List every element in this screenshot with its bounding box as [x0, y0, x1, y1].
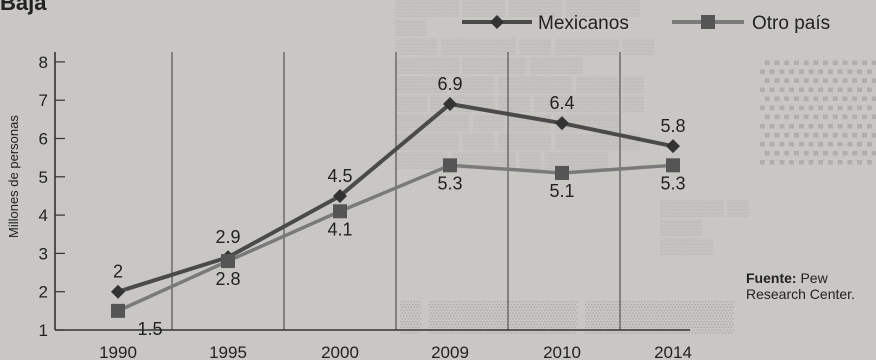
y-axis-label-wrap: Millones de personas: [6, 115, 26, 238]
background-newsprint-right: ▒▒▒▒▒▒ ▒▒ ▒▒▒▒ ▒▒▒▒▒: [660, 201, 749, 255]
data-label: 2.8: [215, 269, 240, 289]
y-tick-label: 2: [39, 283, 48, 302]
data-label: 2.9: [215, 227, 240, 247]
series-line-otro-pais: [117, 163, 674, 313]
data-point-otro-pais: [221, 254, 235, 269]
y-tick-label: 8: [39, 53, 48, 72]
source-text: Pew Research Center.: [746, 270, 855, 302]
background-newsprint-left: ▒▒▒▒▒▒ ▒▒▒▒ ▒▒▒▒▒ ▒▒▒▒▒▒▒ ▒▒▒ ▒▒▒▒ ▒▒▒▒▒▒…: [395, 1, 655, 169]
data-point-mexicanos: [555, 116, 569, 131]
x-tick-label: 2014: [654, 343, 692, 360]
data-point-mexicanos: [333, 188, 347, 203]
data-label: 6.4: [549, 93, 574, 113]
data-label: 5.3: [660, 173, 685, 193]
data-point-mexicanos: [111, 284, 125, 299]
y-tick-label: 1: [39, 321, 48, 340]
source-note: Fuente: Pew Research Center.: [746, 270, 866, 302]
x-tick-label: 1990: [99, 343, 137, 360]
legend-label-otro-pais: Otro país: [752, 13, 830, 34]
data-point-mexicanos: [443, 97, 457, 112]
data-label: 5.8: [660, 116, 685, 136]
data-label: 4.5: [327, 166, 352, 186]
x-tick-label: 2000: [321, 343, 359, 360]
data-point-otro-pais: [555, 165, 569, 180]
x-tick-label: 1995: [209, 343, 247, 360]
data-label: 2: [113, 262, 123, 282]
x-tick-label: 2009: [431, 343, 469, 360]
y-tick-label: 3: [39, 244, 48, 263]
series-line-mexicanos: [117, 102, 674, 294]
data-label: 5.3: [437, 173, 462, 193]
data-label: 4.1: [327, 219, 352, 239]
legend-label-mexicanos: Mexicanos: [538, 13, 629, 34]
legend-marker-otro-pais: [701, 15, 715, 29]
source-label: Fuente:: [746, 270, 797, 286]
background-headline-shape: ▒▒: [760, 54, 876, 161]
y-tick-label: 6: [39, 130, 48, 149]
data-label: 1.5: [137, 319, 162, 339]
y-tick-label: 7: [39, 91, 48, 110]
y-tick-label: 5: [39, 168, 48, 187]
x-tick-label: 2010: [543, 343, 581, 360]
data-point-otro-pais: [111, 303, 125, 318]
data-label: 5.1: [549, 181, 574, 201]
data-point-otro-pais: [443, 158, 457, 173]
data-point-mexicanos: [666, 139, 680, 154]
y-tick-label: 4: [39, 206, 48, 225]
legend-marker-mexicanos: [490, 15, 504, 29]
y-axis-label: Millones de personas: [6, 115, 21, 238]
header-fragment: Baja: [0, 0, 47, 15]
data-label: 6.9: [437, 74, 462, 94]
background-subhead-shape: ▒ ▒▒▒▒▒▒▒ ▒▒▒▒▒▒▒: [400, 300, 734, 333]
data-point-otro-pais: [666, 158, 680, 173]
data-point-otro-pais: [333, 204, 347, 219]
